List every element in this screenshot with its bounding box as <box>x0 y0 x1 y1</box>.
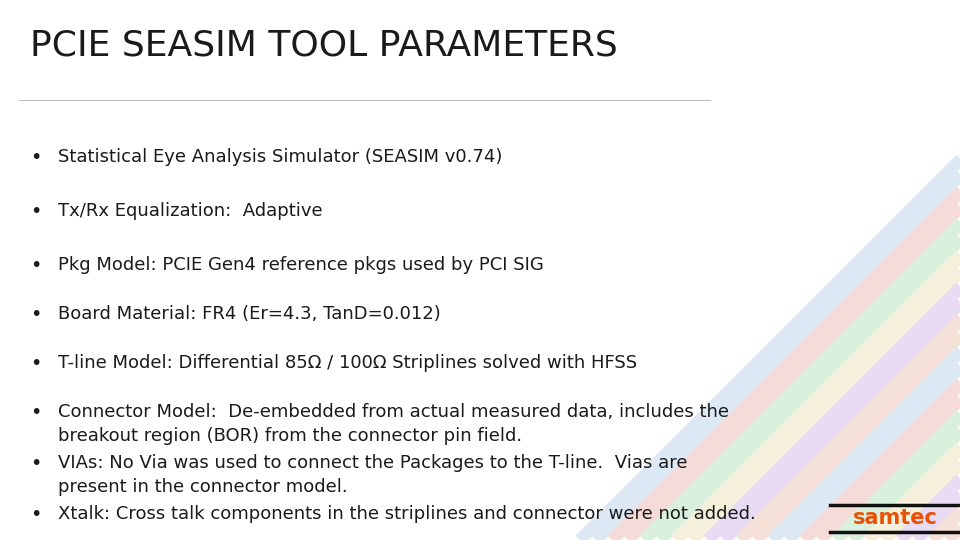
Text: T-line Model: Differential 85Ω / 100Ω Striplines solved with HFSS: T-line Model: Differential 85Ω / 100Ω St… <box>58 354 637 372</box>
Text: VIAs: No Via was used to connect the Packages to the T-line.  Vias are
present i: VIAs: No Via was used to connect the Pac… <box>58 454 687 496</box>
Text: •: • <box>30 354 41 373</box>
Text: •: • <box>30 256 41 275</box>
Text: •: • <box>30 454 41 473</box>
Text: Statistical Eye Analysis Simulator (SEASIM v0.74): Statistical Eye Analysis Simulator (SEAS… <box>58 148 502 166</box>
Text: samtec: samtec <box>852 508 937 528</box>
Text: •: • <box>30 305 41 324</box>
Text: PCIE SEASIM TOOL PARAMETERS: PCIE SEASIM TOOL PARAMETERS <box>30 28 617 62</box>
Text: •: • <box>30 202 41 221</box>
Text: Xtalk: Cross talk components in the striplines and connector were not added.: Xtalk: Cross talk components in the stri… <box>58 505 756 523</box>
Text: •: • <box>30 505 41 524</box>
Text: Connector Model:  De-embedded from actual measured data, includes the
breakout r: Connector Model: De-embedded from actual… <box>58 403 729 445</box>
Text: Tx/Rx Equalization:  Adaptive: Tx/Rx Equalization: Adaptive <box>58 202 323 220</box>
Text: Pkg Model: PCIE Gen4 reference pkgs used by PCI SIG: Pkg Model: PCIE Gen4 reference pkgs used… <box>58 256 543 274</box>
Text: •: • <box>30 148 41 167</box>
Text: •: • <box>30 403 41 422</box>
Text: Board Material: FR4 (Er=4.3, TanD=0.012): Board Material: FR4 (Er=4.3, TanD=0.012) <box>58 305 441 323</box>
